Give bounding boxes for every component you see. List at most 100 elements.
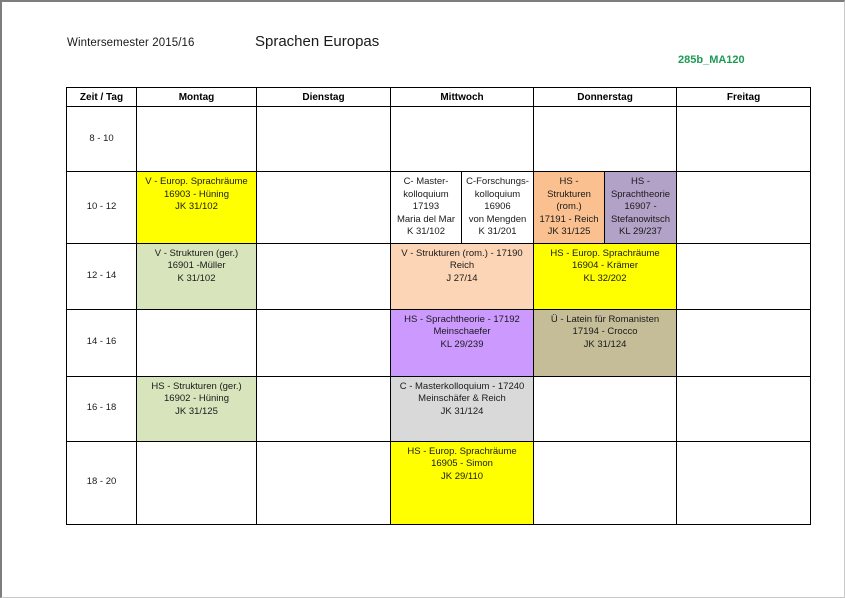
event-room: JK 31/102 xyxy=(175,201,218,213)
cell-montag-10-12[interactable]: V - Europ. Sprachräume 16903 - Hüning JK… xyxy=(136,171,257,244)
cell-freitag-14-16[interactable] xyxy=(676,308,812,377)
cell-mittwoch-16-18[interactable]: C - Masterkolloquium - 17240 Meinschäfer… xyxy=(389,375,535,442)
event-course-number: 16906 xyxy=(484,201,511,213)
event-block[interactable]: Ü - Latein für Romanisten 17194 - Crocco… xyxy=(534,309,677,376)
event-lecturer: Meinschaefer xyxy=(433,326,491,338)
column-header-freitag: Freitag xyxy=(676,87,812,107)
table-header-row: Zeit / Tag Montag Dienstag Mittwoch Donn… xyxy=(66,87,812,107)
column-header-montag: Montag xyxy=(136,87,257,107)
event-title-line1: HS - xyxy=(559,176,579,187)
column-header-time: Zeit / Tag xyxy=(66,87,137,107)
event-course-lecturer: 16904 - Krämer xyxy=(572,260,639,272)
event-lecturer: Maria del Mar xyxy=(396,213,456,225)
cell-montag-8-10[interactable] xyxy=(136,106,257,172)
event-title-line2: Sprachtheorie xyxy=(610,188,671,200)
event-title: HS - Europ. Sprachräume xyxy=(407,445,517,457)
semester-label: Wintersemester 2015/16 xyxy=(67,37,195,49)
cell-mittwoch-8-10[interactable] xyxy=(389,106,535,172)
cell-donnerstag-16-18[interactable] xyxy=(533,375,678,442)
cell-mittwoch-18-20[interactable]: HS - Europ. Sprachräume 16905 - Simon JK… xyxy=(389,440,535,525)
event-title: V - Strukturen (rom.) - 17190 xyxy=(401,247,523,259)
event-block[interactable]: C-Forschungs- kolloquium 16906 von Mengd… xyxy=(462,172,533,243)
table-row: 14 - 16 HS - Sprachtheorie - 17192 Meins… xyxy=(66,308,812,377)
cell-freitag-8-10[interactable] xyxy=(676,106,812,172)
event-block[interactable]: HS - Europ. Sprachräume 16905 - Simon JK… xyxy=(391,441,534,524)
cell-mittwoch-10-12-b[interactable]: C-Forschungs- kolloquium 16906 von Mengd… xyxy=(460,171,535,244)
event-room: JK 31/125 xyxy=(547,226,591,238)
cell-donnerstag-18-20[interactable] xyxy=(533,440,678,525)
page-title: Sprachen Europas xyxy=(255,33,380,50)
cell-dienstag-12-14[interactable] xyxy=(256,242,391,310)
cell-dienstag-18-20[interactable] xyxy=(256,440,391,525)
cell-montag-12-14[interactable]: V - Strukturen (ger.) 16901 -Müller K 31… xyxy=(136,242,257,310)
cell-freitag-10-12[interactable] xyxy=(676,171,812,244)
event-block[interactable]: HS - Strukturen (ger.) 16902 - Hüning JK… xyxy=(137,376,256,441)
event-block[interactable]: V - Strukturen (ger.) 16901 -Müller K 31… xyxy=(137,243,256,309)
cell-freitag-18-20[interactable] xyxy=(676,440,812,525)
cell-dienstag-14-16[interactable] xyxy=(256,308,391,377)
cell-freitag-16-18[interactable] xyxy=(676,375,812,442)
event-course-number: 17193 xyxy=(412,201,440,213)
event-lecturer: Reich xyxy=(449,260,475,272)
cell-donnerstag-10-12-a[interactable]: HS - Strukturen (rom.) 17191 - Reich JK … xyxy=(533,171,606,244)
cell-donnerstag-10-12-b[interactable]: HS - Sprachtheorie 16907 - Stefanowitsch… xyxy=(604,171,678,244)
time-slot-label: 16 - 18 xyxy=(66,375,137,442)
event-block[interactable]: V - Strukturen (rom.) - 17190 Reich J 27… xyxy=(391,243,534,309)
column-header-mittwoch: Mittwoch xyxy=(389,87,535,107)
cell-freitag-12-14[interactable] xyxy=(676,242,812,310)
cell-dienstag-10-12[interactable] xyxy=(256,171,391,244)
event-room: JK 31/124 xyxy=(440,405,484,417)
cell-dienstag-16-18[interactable] xyxy=(256,375,391,442)
event-room: K 31/102 xyxy=(177,272,216,284)
event-room: K 31/201 xyxy=(478,226,517,238)
cell-donnerstag-14-16[interactable]: Ü - Latein für Romanisten 17194 - Crocco… xyxy=(533,308,678,377)
event-title-line1: C- Master- xyxy=(403,176,449,187)
event-course-lecturer: 16905 - Simon xyxy=(431,458,493,470)
cell-montag-16-18[interactable]: HS - Strukturen (ger.) 16902 - Hüning JK… xyxy=(136,375,257,442)
event-lecturer: Meinschäfer & Reich xyxy=(418,393,506,405)
time-slot-label: 10 - 12 xyxy=(66,171,137,244)
cell-montag-18-20[interactable] xyxy=(136,440,257,525)
event-course-lecturer: 16902 - Hüning xyxy=(164,393,229,405)
event-room: KL 32/202 xyxy=(583,272,627,284)
event-block[interactable]: HS - Sprachtheorie - 17192 Meinschaefer … xyxy=(391,309,534,376)
event-room: JK 31/124 xyxy=(583,338,627,350)
event-title: HS - Sprachtheorie - 17192 xyxy=(404,313,520,325)
cell-mittwoch-14-16[interactable]: HS - Sprachtheorie - 17192 Meinschaefer … xyxy=(389,308,535,377)
time-slot-label: 18 - 20 xyxy=(66,440,137,525)
event-block[interactable]: HS - Strukturen (rom.) 17191 - Reich JK … xyxy=(534,172,605,243)
event-course-lecturer: 17191 - Reich xyxy=(539,213,599,225)
event-title: V - Strukturen (ger.) xyxy=(154,247,239,259)
column-header-dienstag: Dienstag xyxy=(256,87,391,107)
event-lecturer: von Mengden xyxy=(468,213,527,225)
event-title: C - Masterkolloquium - 17240 xyxy=(399,380,525,392)
event-room: JK 31/125 xyxy=(175,405,218,417)
column-header-donnerstag: Donnerstag xyxy=(533,87,678,107)
event-title-line1: C-Forschungs- xyxy=(466,176,529,187)
cell-montag-14-16[interactable] xyxy=(136,308,257,377)
cell-donnerstag-8-10[interactable] xyxy=(533,106,678,172)
time-slot-label: 14 - 16 xyxy=(66,308,137,377)
module-code-label: 285b_MA120 xyxy=(678,54,745,66)
event-title: HS - Strukturen (ger.) xyxy=(151,380,242,392)
event-room: J 27/14 xyxy=(446,272,478,284)
event-block[interactable]: C - Masterkolloquium - 17240 Meinschäfer… xyxy=(391,376,534,441)
event-block[interactable]: C- Master- kolloquium 17193 Maria del Ma… xyxy=(391,172,461,243)
time-slot-label: 8 - 10 xyxy=(66,106,137,172)
event-room: JK 29/110 xyxy=(440,470,484,482)
event-title-line2: kolloquium xyxy=(474,188,521,200)
cell-mittwoch-10-12-a[interactable]: C- Master- kolloquium 17193 Maria del Ma… xyxy=(390,171,462,244)
cell-donnerstag-12-14[interactable]: HS - Europ. Sprachräume 16904 - Krämer K… xyxy=(533,242,678,310)
cell-dienstag-8-10[interactable] xyxy=(256,106,391,172)
event-title-line2: Strukturen xyxy=(547,188,591,200)
table-row: 18 - 20 HS - Europ. Sprachräume 16905 - … xyxy=(66,440,812,525)
event-block[interactable]: V - Europ. Sprachräume 16903 - Hüning JK… xyxy=(137,172,256,243)
event-lecturer: Stefanowitsch xyxy=(610,213,671,225)
event-block[interactable]: HS - Europ. Sprachräume 16904 - Krämer K… xyxy=(534,243,677,309)
event-block[interactable]: HS - Sprachtheorie 16907 - Stefanowitsch… xyxy=(605,172,677,243)
event-title: Ü - Latein für Romanisten xyxy=(550,313,660,325)
cell-mittwoch-12-14[interactable]: V - Strukturen (rom.) - 17190 Reich J 27… xyxy=(389,242,535,310)
event-room: K 31/102 xyxy=(406,226,446,238)
table-row: 16 - 18 HS - Strukturen (ger.) 16902 - H… xyxy=(66,375,812,442)
